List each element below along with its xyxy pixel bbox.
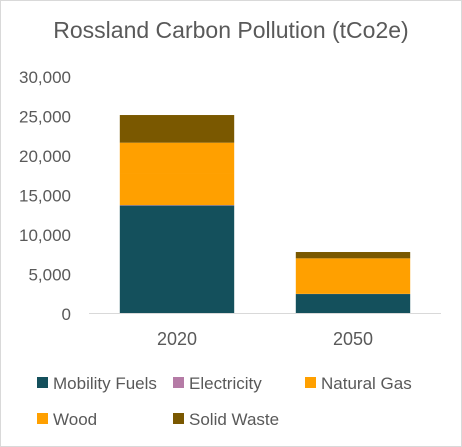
legend-label-mobility-fuels: Mobility Fuels <box>53 374 157 393</box>
legend-label-wood: Wood <box>53 410 97 429</box>
chart-title: Rossland Carbon Pollution (tCo2e) <box>53 17 409 43</box>
bars <box>119 115 411 313</box>
x-tick-label: 2050 <box>333 329 373 349</box>
y-tick-label: 5,000 <box>28 266 71 285</box>
y-tick-label: 10,000 <box>19 226 71 245</box>
y-tick-label: 25,000 <box>19 108 71 127</box>
legend-label-natural-gas: Natural Gas <box>321 374 412 393</box>
bar-segment-mobility-fuels-2020 <box>119 205 235 313</box>
y-tick-label: 20,000 <box>19 147 71 166</box>
bar-segment-solid-waste-2050 <box>295 252 411 259</box>
x-axis: 2020 2050 <box>89 313 441 349</box>
legend-swatch-electricity <box>173 377 184 388</box>
legend-swatch-natural-gas <box>305 377 316 388</box>
legend-label-electricity: Electricity <box>189 374 262 393</box>
legend-swatch-mobility-fuels <box>37 377 48 388</box>
legend-swatch-wood <box>37 413 48 424</box>
y-tick-label: 30,000 <box>19 68 71 87</box>
legend-swatch-solid-waste <box>173 413 184 424</box>
bar-segment-natural-gas-2050 <box>295 276 411 294</box>
y-axis: 0 5,000 10,000 15,000 20,000 25,000 30,000 <box>19 68 71 324</box>
bar-segment-wood-2050 <box>295 258 411 277</box>
y-tick-label: 15,000 <box>19 187 71 206</box>
bar-segment-natural-gas-2020 <box>119 173 235 206</box>
legend-label-solid-waste: Solid Waste <box>189 410 279 429</box>
bar-segment-mobility-fuels-2050 <box>295 294 411 313</box>
bar-segment-wood-2020 <box>119 142 235 174</box>
y-tick-label: 0 <box>62 305 71 324</box>
bar-segment-solid-waste-2020 <box>119 115 235 143</box>
x-tick-label: 2020 <box>157 329 197 349</box>
legend: Mobility Fuels Electricity Natural Gas Wood… <box>37 374 412 429</box>
